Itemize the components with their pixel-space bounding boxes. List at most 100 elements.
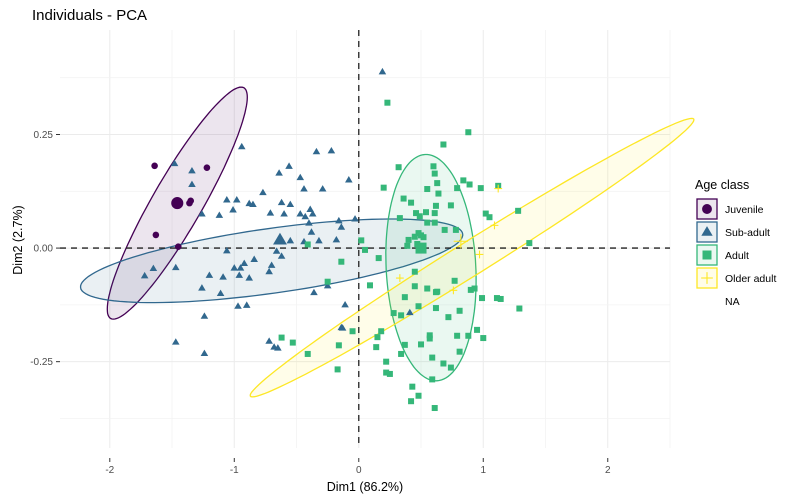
legend: Age class Juvenile Sub-adult Adult Older ad… bbox=[695, 178, 776, 308]
point-adult bbox=[471, 285, 478, 292]
point-adult bbox=[278, 334, 285, 341]
point-adult bbox=[429, 376, 436, 383]
point-adult bbox=[415, 230, 422, 237]
centroid-adult bbox=[415, 242, 427, 254]
point-adult bbox=[366, 282, 373, 289]
legend-key-triangle-icon bbox=[701, 226, 713, 236]
point-adult bbox=[474, 326, 481, 333]
point-adult bbox=[358, 237, 365, 244]
point-sub-adult bbox=[149, 264, 158, 272]
point-adult bbox=[480, 335, 487, 342]
point-adult bbox=[401, 294, 408, 301]
point-adult bbox=[482, 210, 489, 217]
point-sub-adult bbox=[307, 228, 316, 235]
point-adult bbox=[486, 214, 493, 221]
x-tick-label: 2 bbox=[605, 465, 611, 476]
point-sub-adult bbox=[337, 223, 346, 230]
point-adult bbox=[373, 344, 380, 351]
point-adult bbox=[378, 328, 385, 335]
point-adult bbox=[431, 170, 438, 177]
point-adult bbox=[362, 246, 368, 253]
point-adult bbox=[386, 370, 393, 377]
point-juvenile bbox=[151, 162, 158, 170]
point-sub-adult bbox=[171, 338, 180, 345]
point-sub-adult bbox=[335, 216, 343, 224]
legend-label: Adult bbox=[725, 250, 749, 262]
point-sub-adult bbox=[341, 300, 349, 308]
point-adult bbox=[424, 186, 431, 193]
point-adult bbox=[516, 305, 523, 312]
point-adult bbox=[465, 129, 472, 136]
point-sub-adult bbox=[234, 302, 242, 309]
point-sub-adult bbox=[215, 211, 224, 218]
point-adult bbox=[411, 268, 418, 275]
point-adult bbox=[460, 177, 467, 184]
point-sub-adult bbox=[312, 147, 321, 155]
legend-label: Older adult bbox=[725, 273, 776, 285]
point-sub-adult bbox=[305, 219, 313, 226]
point-adult bbox=[430, 163, 437, 170]
point-sub-adult bbox=[296, 173, 305, 181]
point-adult bbox=[497, 295, 504, 302]
point-adult bbox=[408, 199, 415, 206]
point-adult bbox=[395, 164, 402, 171]
point-sub-adult bbox=[277, 252, 286, 259]
point-adult bbox=[396, 215, 403, 222]
y-tick-label: -0.25 bbox=[30, 357, 53, 368]
point-sub-adult bbox=[315, 236, 323, 244]
point-older-adult bbox=[395, 274, 404, 282]
point-sub-adult bbox=[259, 188, 267, 196]
point-adult bbox=[390, 310, 397, 317]
point-sub-adult bbox=[171, 263, 180, 271]
point-sub-adult bbox=[229, 206, 237, 213]
point-sub-adult bbox=[188, 180, 196, 187]
y-tick-label: 0.25 bbox=[34, 130, 54, 141]
point-sub-adult bbox=[265, 337, 273, 344]
ellipse-sub-adult bbox=[79, 218, 464, 304]
point-sub-adult bbox=[267, 261, 276, 268]
point-adult bbox=[418, 341, 425, 348]
point-sub-adult bbox=[275, 169, 283, 176]
point-adult bbox=[401, 341, 408, 348]
point-adult bbox=[411, 283, 418, 290]
point-adult bbox=[400, 195, 407, 202]
point-sub-adult bbox=[230, 264, 239, 271]
point-adult bbox=[415, 392, 422, 399]
point-adult bbox=[413, 210, 420, 217]
legend-key-square-icon bbox=[702, 250, 712, 260]
point-sub-adult bbox=[245, 199, 254, 207]
point-adult bbox=[479, 295, 486, 302]
point-sub-adult bbox=[280, 210, 288, 217]
ellipse-adult bbox=[385, 153, 477, 382]
point-adult bbox=[426, 335, 433, 342]
point-sub-adult bbox=[406, 308, 414, 316]
point-older-adult bbox=[490, 221, 499, 230]
point-sub-adult bbox=[216, 289, 225, 297]
point-sub-adult bbox=[306, 205, 315, 212]
point-sub-adult bbox=[351, 215, 359, 222]
point-sub-adult bbox=[332, 236, 341, 243]
y-tick-label: 0.00 bbox=[34, 244, 54, 255]
x-tick-label: -2 bbox=[105, 465, 114, 476]
point-adult bbox=[416, 213, 423, 220]
point-sub-adult bbox=[266, 209, 275, 216]
legend-label: Sub-adult bbox=[725, 227, 770, 239]
point-adult bbox=[383, 358, 390, 365]
point-sub-adult bbox=[232, 196, 241, 203]
point-sub-adult bbox=[308, 210, 317, 217]
point-sub-adult bbox=[205, 271, 214, 278]
point-older-adult bbox=[494, 184, 503, 193]
point-juvenile bbox=[203, 164, 211, 171]
point-adult bbox=[467, 286, 474, 293]
point-adult bbox=[334, 366, 341, 373]
legend-key-plus-icon bbox=[701, 272, 713, 284]
point-sub-adult bbox=[272, 247, 281, 254]
point-sub-adult bbox=[240, 259, 249, 267]
point-adult bbox=[431, 405, 438, 412]
point-adult bbox=[375, 255, 382, 262]
data-points bbox=[140, 67, 533, 412]
y-axis-label: Dim2 (2.7%) bbox=[11, 205, 25, 274]
point-sub-adult bbox=[245, 274, 254, 281]
point-adult bbox=[384, 99, 391, 106]
